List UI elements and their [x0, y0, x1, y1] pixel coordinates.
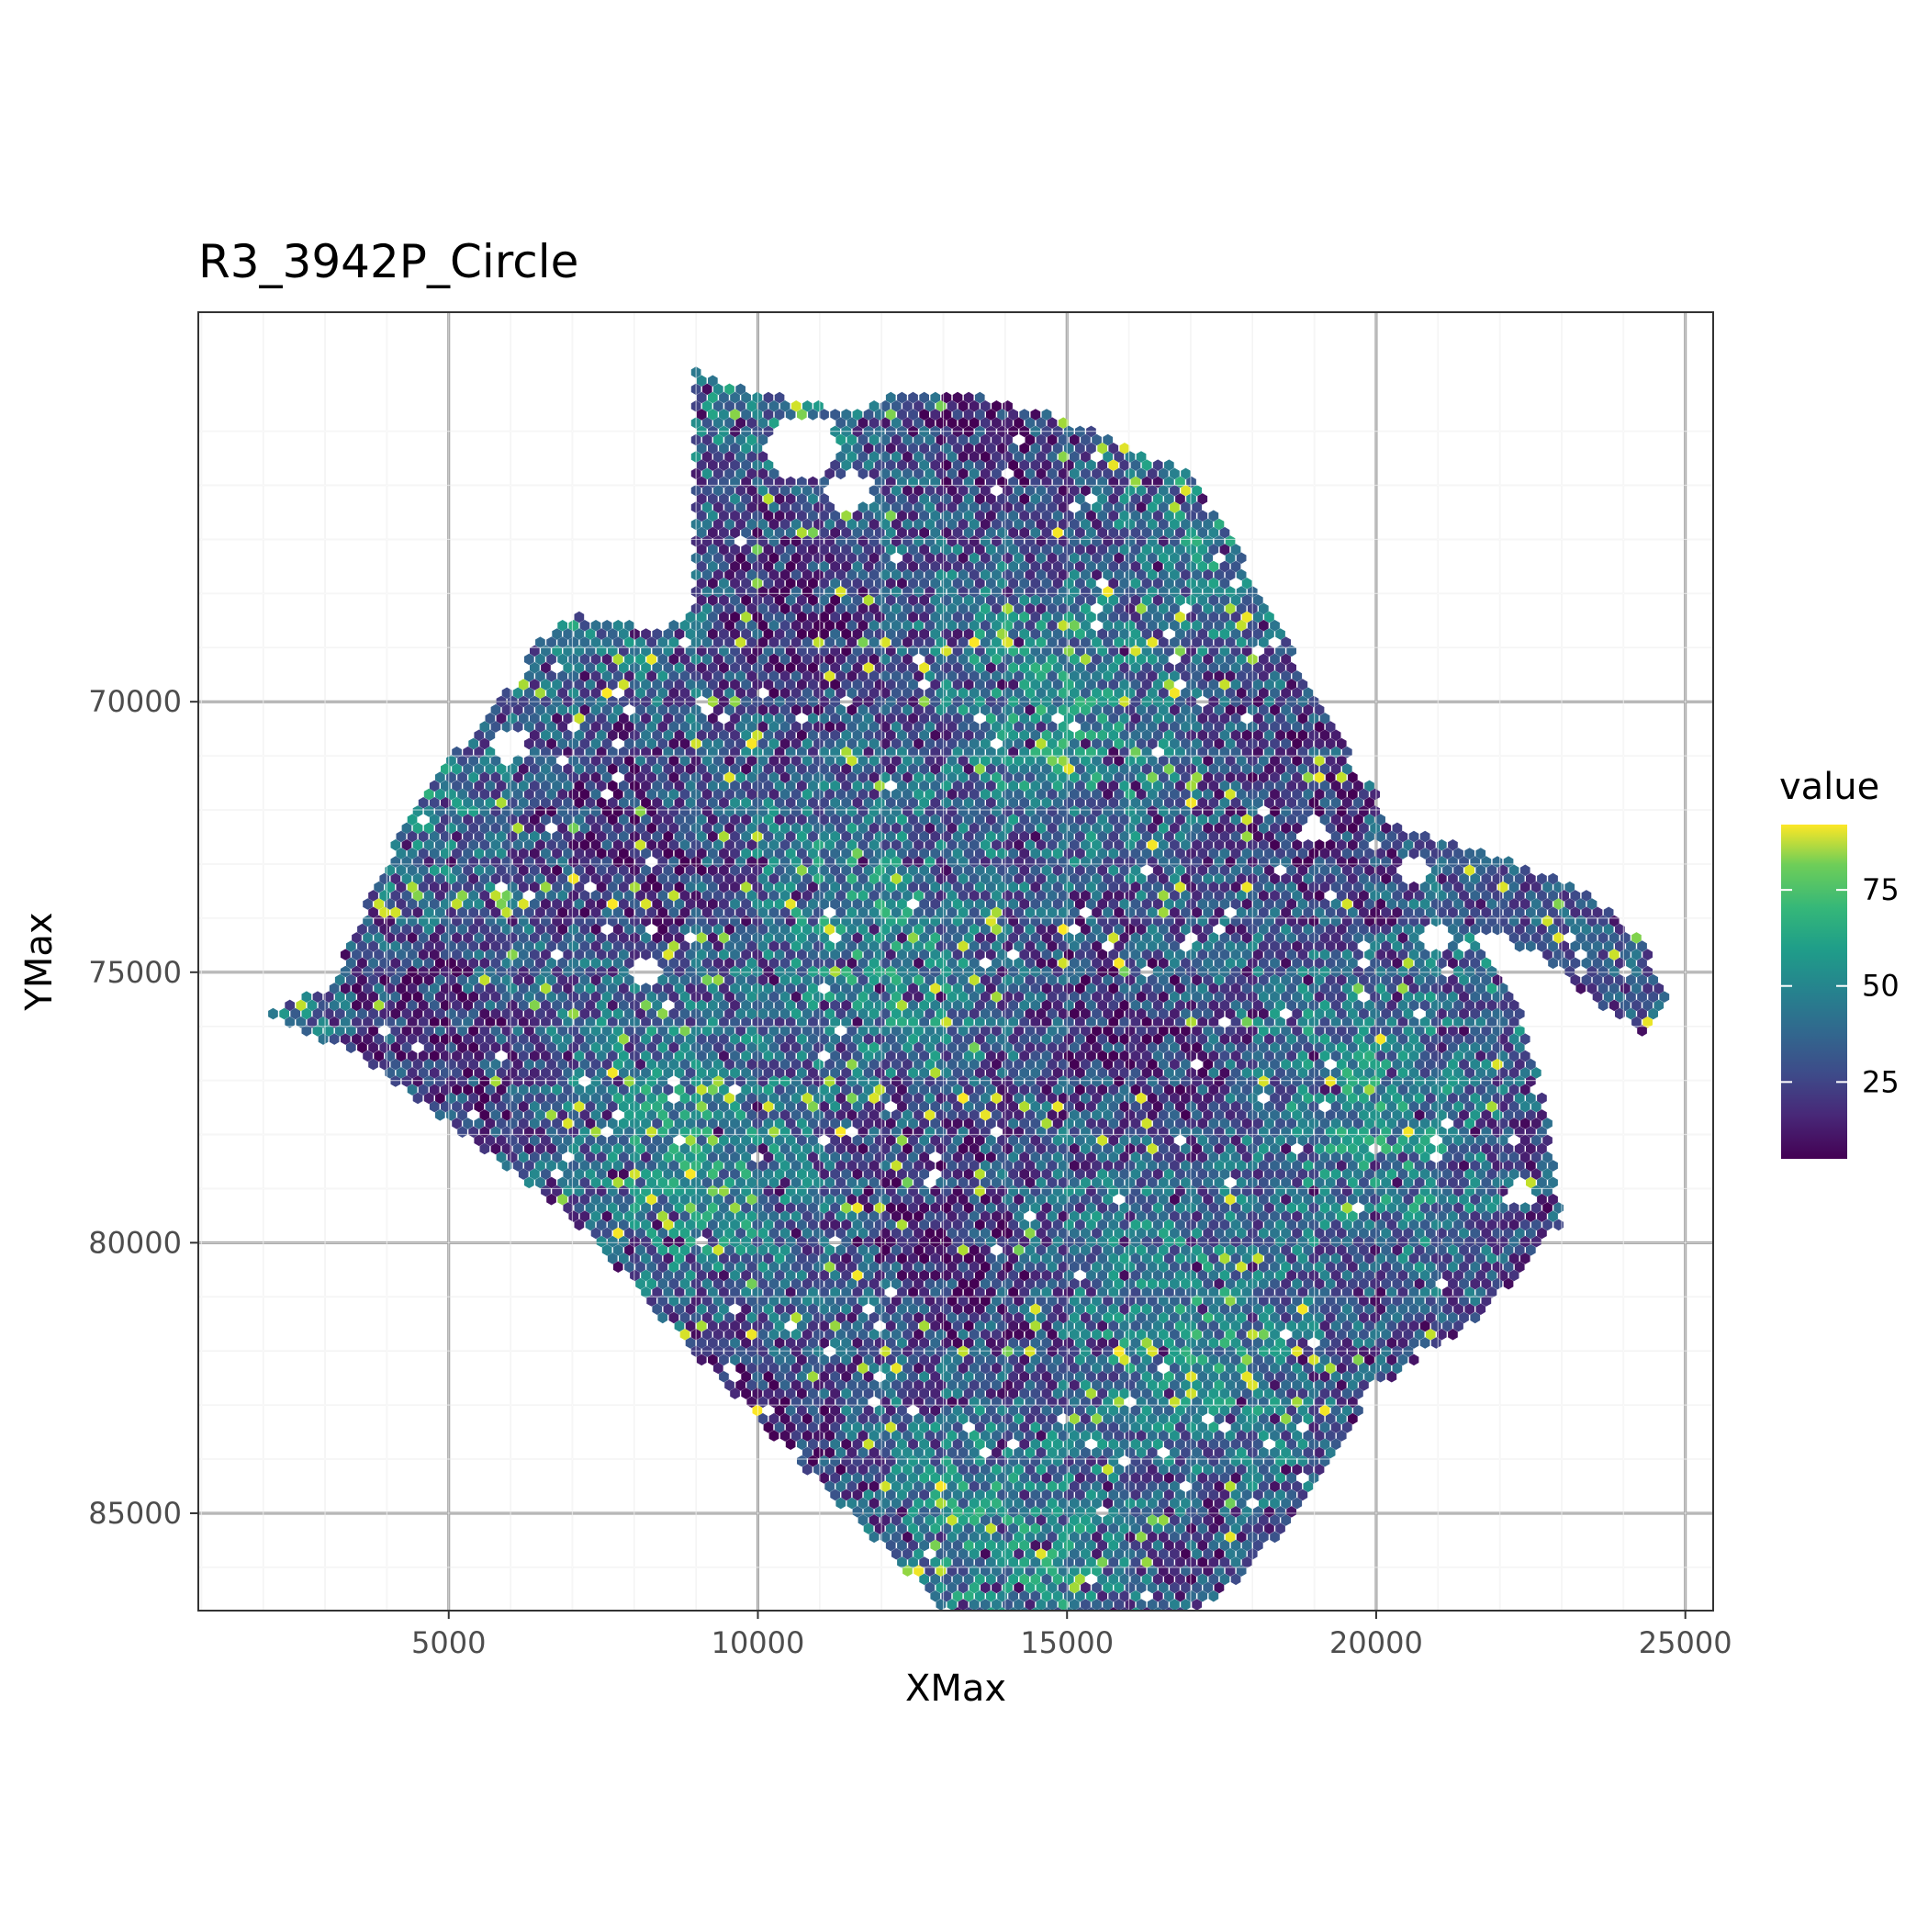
chart-title: R3_3942P_Circle — [198, 235, 578, 288]
